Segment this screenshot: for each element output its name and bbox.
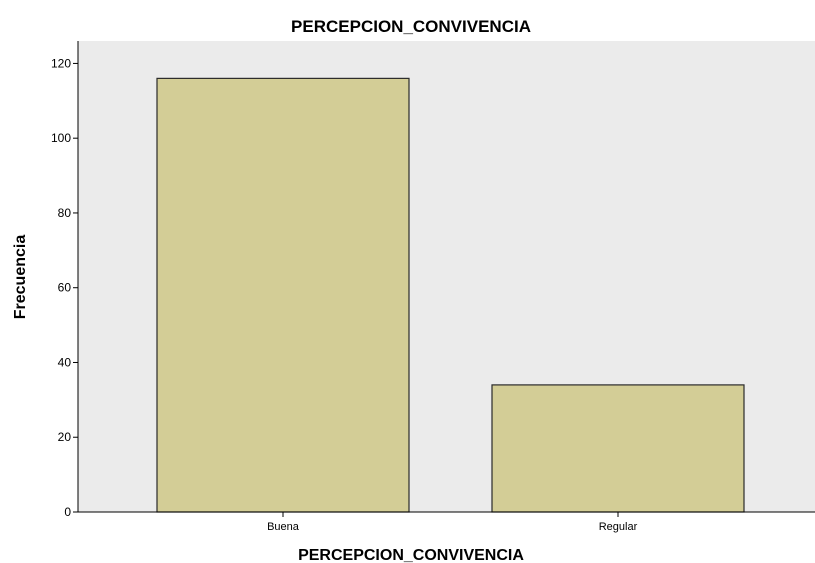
y-tick-label: 80	[58, 206, 72, 220]
x-tick-label-buena: Buena	[267, 521, 300, 533]
bar-regular	[491, 384, 745, 513]
chart-title: PERCEPCION_CONVIVENCIA	[291, 17, 531, 36]
x-axis-ticks: Buena Regular	[267, 512, 638, 533]
y-tick-label: 100	[51, 131, 71, 145]
y-tick-label: 60	[58, 281, 72, 295]
y-tick-label: 40	[58, 355, 72, 369]
y-axis-title: Frecuencia	[12, 235, 29, 320]
bars	[156, 77, 745, 513]
y-axis-ticks: 0 20 40 60 80 100 120	[51, 56, 78, 519]
bar-buena	[156, 77, 410, 513]
y-tick-label: 120	[51, 56, 71, 70]
x-tick-label-regular: Regular	[599, 521, 638, 533]
y-tick-label: 20	[58, 430, 72, 444]
x-axis-title: PERCEPCION_CONVIVENCIA	[298, 547, 524, 563]
y-tick-label: 0	[64, 505, 71, 519]
